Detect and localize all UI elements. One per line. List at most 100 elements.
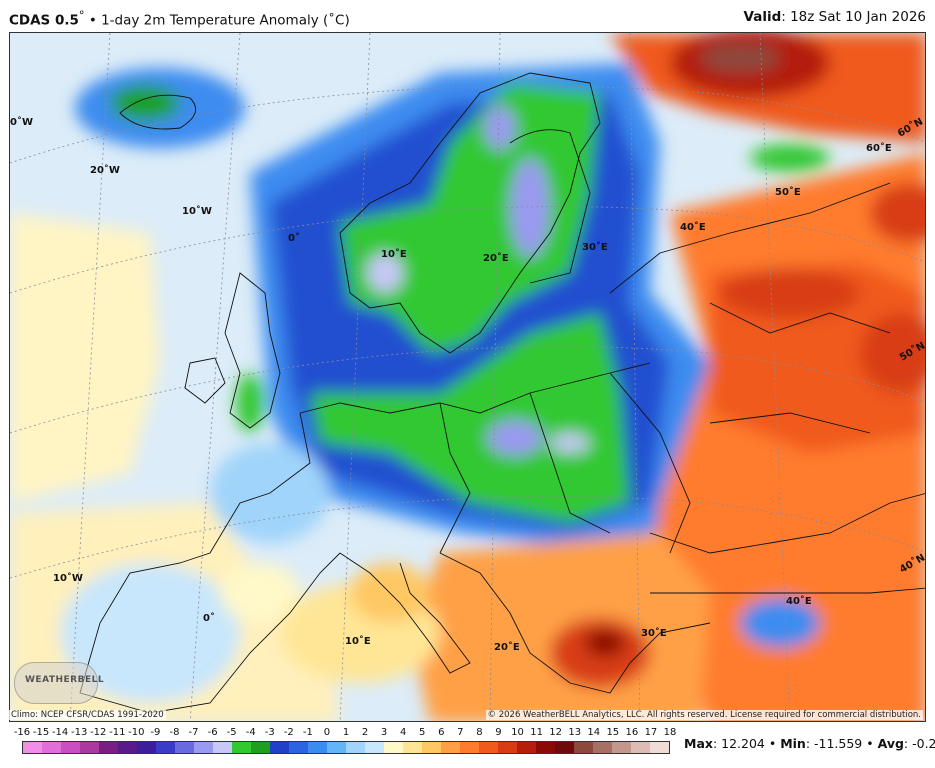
avg-label: Avg [877, 736, 904, 751]
colorbar-swatch [403, 742, 422, 753]
colorbar-swatch [574, 742, 593, 753]
colorbar-tick-label: 9 [495, 727, 502, 738]
colorbar-tick-label: -3 [264, 727, 275, 738]
colorbar-swatch [80, 742, 99, 753]
copyright-note: © 2026 WeatherBELL Analytics, LLC. All r… [485, 710, 923, 720]
graticule-label: 10˚W [53, 572, 83, 584]
graticule-label: 10˚E [345, 635, 371, 647]
colorbar-labels: -16 -15 -14 -13 -12 -11 -10 -9 -8 -7 -6 -5 -4 -3 -2 -1 0… [14, 727, 677, 740]
graticule-label: 40˚E [786, 595, 812, 607]
colorbar-tick-label: 3 [380, 727, 388, 738]
colorbar-swatch [270, 742, 289, 753]
colorbar-tick-label: 17 [644, 727, 658, 738]
title-degree: ° [78, 9, 85, 22]
colorbar-tick-label: 8 [476, 727, 483, 738]
colorbar-tick-label: 5 [419, 727, 426, 738]
colorbar-tick-label: -1 [302, 727, 313, 738]
colorbar-swatch [308, 742, 327, 753]
colorbar-tick-label: -13 [71, 727, 88, 738]
valid-value: : 18z Sat 10 Jan 2026 [781, 9, 926, 25]
colorbar-swatch [555, 742, 574, 753]
stats-separator: • [862, 736, 878, 751]
colorbar-tick-label: 10 [511, 727, 524, 738]
colorbar-swatch [232, 742, 251, 753]
colorbar-tick-label: 11 [530, 727, 543, 738]
graticule-label: 60˚E [866, 142, 892, 154]
stats-separator: • [764, 736, 781, 751]
coastlines [79, 72, 925, 714]
colorbar-swatch [422, 742, 441, 753]
colorbar-tick-label: 6 [438, 727, 445, 738]
header-bar: CDAS 0.5° • 1-day 2m Temperature Anomaly… [0, 0, 935, 32]
weatherbell-logo: WEATHERBELL [14, 662, 104, 704]
map-title: CDAS 0.5° • 1-day 2m Temperature Anomaly… [9, 9, 350, 29]
colorbar: -16 -15 -14 -13 -12 -11 -10 -9 -8 -7 -6 -5 -4 -3 -2 -1 0… [14, 727, 677, 763]
colorbar-tick-label: -14 [51, 727, 69, 738]
graticule-label: 20˚E [494, 641, 520, 653]
colorbar-tick-label: 13 [568, 727, 582, 738]
max-label: Max [684, 736, 713, 751]
graticule-label: 0˚ [203, 612, 215, 624]
colorbar-tick-label: -11 [109, 727, 126, 738]
colorbar-swatch [498, 742, 517, 753]
colorbar-swatch [23, 742, 42, 753]
graticule-label: 30˚E [641, 627, 667, 639]
colorbar-swatch [536, 742, 555, 753]
colorbar-swatch [479, 742, 498, 753]
colorbar-swatch [612, 742, 631, 753]
colorbar-swatch [194, 742, 213, 753]
colorbar-tick-label: -7 [188, 727, 199, 738]
colorbar-tick-label: -10 [128, 727, 145, 738]
valid-time: Valid: 18z Sat 10 Jan 2026 [744, 9, 927, 25]
graticule-label: 10˚W [182, 205, 212, 217]
graticule-label: 20˚W [90, 164, 120, 176]
colorbar-tick-label: 0 [323, 727, 331, 738]
colorbar-swatch [137, 742, 156, 753]
valid-label: Valid [743, 9, 782, 25]
model-name: CDAS 0.5 [9, 12, 79, 29]
colorbar-swatch [61, 742, 80, 753]
colorbar-tick-label: -9 [150, 727, 161, 738]
colorbar-tick-label: 12 [549, 727, 563, 738]
colorbar-swatch [42, 742, 61, 753]
colorbar-tick-label: 7 [457, 727, 464, 738]
colorbar-tick-label: -8 [169, 727, 180, 738]
colorbar-swatches [22, 741, 670, 754]
colorbar-swatch [289, 742, 308, 753]
colorbar-swatch [384, 742, 403, 753]
colorbar-tick-label: 2 [361, 727, 369, 738]
graticule-label: 0˚W [10, 116, 33, 128]
logo-text: WEATHERBELL [25, 675, 105, 685]
colorbar-tick-label: -15 [32, 727, 50, 738]
map-canvas: 0˚W 20˚W 10˚W 0˚ 10˚E 20˚E 30˚E 40˚E 50˚… [10, 33, 925, 721]
avg-value: : -0.271 [903, 736, 935, 751]
colorbar-swatch [460, 742, 479, 753]
colorbar-tick-label: -4 [245, 727, 256, 738]
colorbar-swatch [517, 742, 536, 753]
colorbar-swatch [365, 742, 384, 753]
colorbar-swatch [251, 742, 270, 753]
graticule-label: 50˚E [775, 186, 801, 198]
graticule-label: 30˚E [582, 241, 608, 253]
colorbar-swatch [327, 742, 346, 753]
colorbar-swatch [156, 742, 175, 753]
colorbar-swatch [175, 742, 194, 753]
colorbar-tick-label: -16 [13, 727, 31, 738]
colorbar-tick-label: 14 [587, 727, 601, 738]
colorbar-swatch [118, 742, 137, 753]
colorbar-swatch [593, 742, 612, 753]
graticule-label: 10˚E [381, 248, 407, 260]
title-description: • 1-day 2m Temperature Anomaly (˚C) [84, 12, 350, 29]
anomaly-field [10, 33, 925, 721]
colorbar-swatch [213, 742, 232, 753]
min-label: Min [780, 736, 806, 751]
graticule-label: 0˚ [288, 232, 300, 244]
colorbar-tick-label: 16 [625, 727, 639, 738]
field-stats: Max: 12.204 • Min: -11.559 • Avg: -0.271 [684, 736, 935, 751]
temperature-anomaly-map: 0˚W 20˚W 10˚W 0˚ 10˚E 20˚E 30˚E 40˚E 50˚… [9, 32, 926, 722]
max-value: : 12.204 [712, 736, 765, 751]
colorbar-tick-label: -6 [207, 727, 218, 738]
graticule-label: 20˚E [483, 252, 509, 264]
min-value: : -11.559 [805, 736, 863, 751]
colorbar-tick-label: -5 [226, 727, 237, 738]
